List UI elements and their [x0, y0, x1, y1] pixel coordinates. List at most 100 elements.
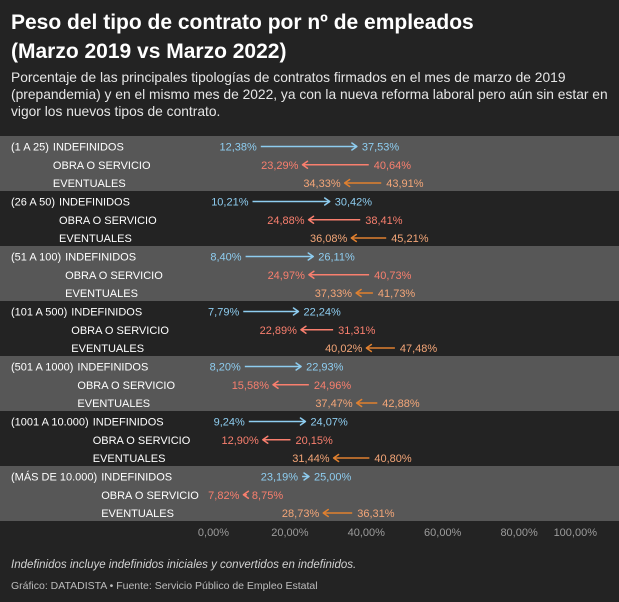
- row-label: OBRA O SERVICIO: [93, 435, 191, 447]
- arrow-head: [300, 325, 307, 334]
- arrow-head: [295, 362, 302, 371]
- group-band: [0, 466, 619, 521]
- value-label-2022: 28,73%: [282, 508, 320, 520]
- value-label-2022: 15,58%: [232, 380, 270, 392]
- value-label-2019: 42,88%: [382, 398, 420, 410]
- arrow-head: [355, 398, 363, 408]
- row-label: INDEFINIDOS: [59, 197, 130, 209]
- x-tick-label: 0,00%: [198, 527, 229, 539]
- arrow-head: [350, 233, 358, 243]
- value-label-2022: 40,02%: [325, 343, 363, 355]
- row-label: EVENTUALES: [77, 398, 150, 410]
- arrow-head: [343, 178, 351, 188]
- arrow-head: [242, 490, 250, 499]
- chart-title-line-1: Peso del tipo de contrato por nº de empl…: [11, 11, 474, 34]
- x-tick-label: 20,00%: [271, 527, 309, 539]
- value-label-2019: 40,80%: [374, 453, 412, 465]
- value-label-2019: 40,64%: [374, 160, 412, 172]
- value-label-2022: 24,88%: [267, 215, 305, 227]
- value-label-2022: 22,93%: [306, 362, 344, 374]
- arrow-head: [322, 508, 329, 518]
- footnote: Indefinidos incluye indefinidos iniciale…: [11, 559, 357, 571]
- value-label-2022: 12,90%: [221, 435, 259, 447]
- value-label-2022: 31,44%: [292, 453, 330, 465]
- arrow-head: [355, 288, 362, 298]
- arrow-head: [299, 417, 307, 426]
- value-label-2022: 7,82%: [208, 490, 239, 502]
- group-label: (1 A 25): [11, 142, 49, 154]
- value-label-2022: 23,29%: [261, 160, 299, 172]
- row-label: INDEFINIDOS: [65, 252, 136, 264]
- row-label: OBRA O SERVICIO: [65, 270, 163, 282]
- value-label-2019: 43,91%: [386, 178, 424, 190]
- arrow-head: [307, 252, 314, 261]
- group-label: (1001 A 10.000): [11, 417, 89, 429]
- row-label: EVENTUALES: [53, 178, 126, 190]
- arrow-head: [323, 197, 331, 206]
- value-label-2019: 10,21%: [211, 197, 249, 209]
- arrow-head: [351, 142, 358, 151]
- arrow-head: [303, 472, 310, 481]
- value-label-2022: 37,33%: [315, 288, 353, 300]
- value-label-2022: 36,08%: [310, 233, 348, 245]
- group-band: [0, 356, 619, 411]
- group-label: (MÁS DE 10.000): [11, 471, 97, 484]
- value-label-2019: 8,40%: [210, 252, 241, 264]
- row-label: EVENTUALES: [71, 343, 144, 355]
- subtitle-line: Porcentaje de las principales tipologías…: [11, 70, 566, 85]
- value-label-2019: 8,75%: [252, 490, 283, 502]
- value-label-2022: 24,07%: [310, 417, 348, 429]
- arrow-head: [301, 160, 309, 169]
- value-label-2022: 34,33%: [303, 178, 341, 190]
- row-label: OBRA O SERVICIO: [101, 490, 199, 502]
- chart-title: Peso del tipo de contrato por nº de empl…: [11, 8, 474, 66]
- row-label: EVENTUALES: [65, 288, 138, 300]
- value-label-2019: 23,19%: [261, 472, 299, 484]
- subtitle-line: (prepandemia) y en el mismo mes de 2022,…: [11, 87, 608, 102]
- arrow-head: [308, 270, 315, 279]
- value-label-2022: 22,24%: [303, 307, 341, 319]
- group-label: (26 A 50): [11, 197, 55, 209]
- group-band: [0, 136, 619, 191]
- value-label-2022: 37,53%: [362, 142, 400, 154]
- value-label-2019: 7,79%: [208, 307, 239, 319]
- value-label-2022: 25,00%: [314, 472, 352, 484]
- value-label-2022: 30,42%: [335, 197, 373, 209]
- value-label-2019: 36,31%: [357, 508, 395, 520]
- value-label-2022: 24,97%: [268, 270, 306, 282]
- group-label: (101 A 500): [11, 307, 67, 319]
- value-label-2019: 24,96%: [314, 380, 352, 392]
- value-label-2022: 22,89%: [260, 325, 298, 337]
- row-label: EVENTUALES: [93, 453, 166, 465]
- row-label: EVENTUALES: [59, 233, 132, 245]
- value-label-2019: 45,21%: [391, 233, 429, 245]
- row-label: INDEFINIDOS: [53, 142, 124, 154]
- arrow-head: [307, 215, 315, 224]
- group-label: (51 A 100): [11, 252, 61, 264]
- x-tick-label: 100,00%: [554, 527, 598, 539]
- value-label-2022: 37,47%: [315, 398, 353, 410]
- row-label: OBRA O SERVICIO: [71, 325, 169, 337]
- x-tick-label: 80,00%: [500, 527, 538, 539]
- subtitle-line: vigor los nuevos tipos de contrato.: [11, 104, 221, 119]
- arrow-chart: (1 A 25) INDEFINIDOS 12,38% 37,53% OBRA O SE…: [0, 136, 619, 539]
- value-label-2019: 41,73%: [378, 288, 416, 300]
- value-label-2019: 47,48%: [400, 343, 438, 355]
- value-label-2019: 8,20%: [210, 362, 241, 374]
- row-label: EVENTUALES: [101, 508, 174, 520]
- row-label: INDEFINIDOS: [93, 417, 164, 429]
- arrow-head: [332, 453, 340, 463]
- chart-title-line-2: (Marzo 2019 vs Marzo 2022): [11, 40, 287, 63]
- arrow-head: [272, 380, 279, 389]
- row-label: INDEFINIDOS: [77, 362, 148, 374]
- value-label-2019: 20,15%: [295, 435, 333, 447]
- arrow-head: [365, 343, 373, 353]
- value-label-2019: 38,41%: [365, 215, 403, 227]
- value-label-2022: 26,11%: [318, 252, 355, 264]
- row-label: OBRA O SERVICIO: [77, 380, 175, 392]
- row-label: INDEFINIDOS: [71, 307, 142, 319]
- chart-subtitle: Porcentaje de las principales tipologías…: [11, 69, 608, 120]
- row-label: OBRA O SERVICIO: [59, 215, 157, 227]
- source-credit: Gráfico: DATADISTA • Fuente: Servicio Pú…: [11, 580, 318, 592]
- value-label-2019: 31,31%: [338, 325, 376, 337]
